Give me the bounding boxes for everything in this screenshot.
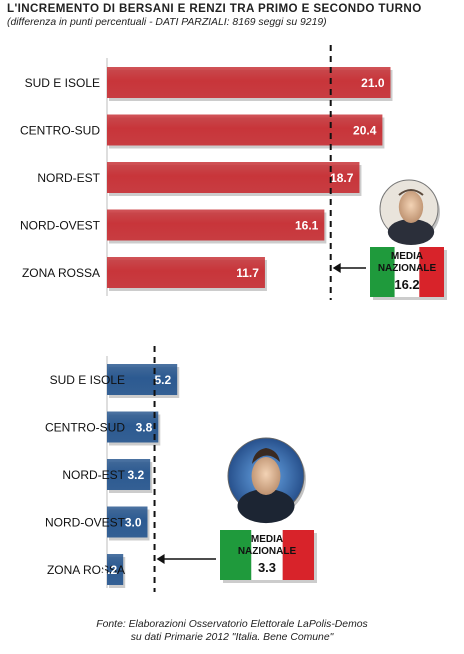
flag-green — [370, 247, 395, 297]
portrait-hairline — [398, 189, 424, 196]
value-label: 16.1 — [295, 219, 319, 233]
category-label: NORD-OVEST — [45, 516, 126, 530]
category-label: ZONA ROSSA — [22, 266, 100, 280]
chart-2: SUD E ISOLE 5.2 CENTRO-SUD 3.8 NORD-EST 3.2 NO… — [45, 346, 317, 592]
chart-1: SUD E ISOLE 21.0 CENTRO-SUD 20.4 NORD-EST 18.… — [20, 45, 447, 300]
media-value: 16.2 — [394, 277, 419, 292]
media-label-line1: MEDIA — [251, 534, 283, 545]
arrow-head — [332, 263, 341, 273]
bar — [107, 554, 124, 585]
category-label: NORD-EST — [62, 468, 125, 482]
source-line-1: Fonte: Elaborazioni Osservatorio Elettor… — [96, 619, 368, 630]
media-label-line2: NAZIONALE — [378, 263, 437, 274]
source-footer: Fonte: Elaborazioni Osservatorio Elettor… — [0, 618, 464, 644]
category-label: NORD-EST — [37, 171, 100, 185]
media-value: 3.3 — [258, 560, 276, 575]
flag-white — [394, 247, 420, 297]
portrait-face — [398, 191, 424, 223]
bar — [107, 209, 325, 241]
flag-white — [251, 530, 283, 580]
value-label: 20.4 — [353, 124, 377, 138]
value-label: 11.7 — [236, 266, 259, 280]
bar — [107, 459, 151, 490]
value-label: 21.0 — [361, 76, 385, 90]
renzi-photo-icon — [227, 437, 306, 524]
bar — [107, 67, 391, 98]
category-label: SUD E ISOLE — [50, 373, 125, 387]
portrait-face — [251, 457, 281, 495]
category-label: ZONA ROSSA — [47, 563, 125, 577]
value-label: 1.2 — [101, 563, 118, 577]
arrow-head — [156, 554, 165, 564]
chart-subtitle: (differenza in punti percentuali - DATI … — [7, 17, 327, 28]
flag-green — [220, 530, 252, 580]
bersani-photo-icon — [379, 179, 440, 246]
portrait-hair — [252, 448, 280, 464]
media-label-line2: NAZIONALE — [238, 546, 297, 557]
bar — [107, 162, 360, 193]
category-label: CENTRO-SUD — [45, 421, 125, 435]
category-label: CENTRO-SUD — [20, 124, 100, 138]
flag-red — [419, 247, 444, 297]
bar — [107, 364, 178, 395]
bar — [107, 114, 383, 146]
value-label: 3.8 — [136, 421, 153, 435]
value-label: 18.7 — [330, 171, 354, 185]
value-label: 5.2 — [155, 373, 172, 387]
bar — [107, 411, 159, 443]
bar — [107, 257, 265, 288]
value-label: 3.0 — [125, 516, 142, 530]
value-label: 3.2 — [128, 468, 145, 482]
category-label: NORD-OVEST — [20, 219, 101, 233]
bar — [107, 506, 148, 538]
source-line-2: su dati Primarie 2012 "Italia. Bene Comu… — [130, 632, 334, 643]
chart-title: L'INCREMENTO DI BERSANI E RENZI TRA PRIM… — [7, 2, 422, 15]
portrait-suit — [387, 218, 435, 246]
flag-red — [282, 530, 314, 580]
category-label: SUD E ISOLE — [25, 76, 100, 90]
media-label-line1: MEDIA — [391, 251, 423, 262]
portrait-suit — [237, 488, 295, 524]
